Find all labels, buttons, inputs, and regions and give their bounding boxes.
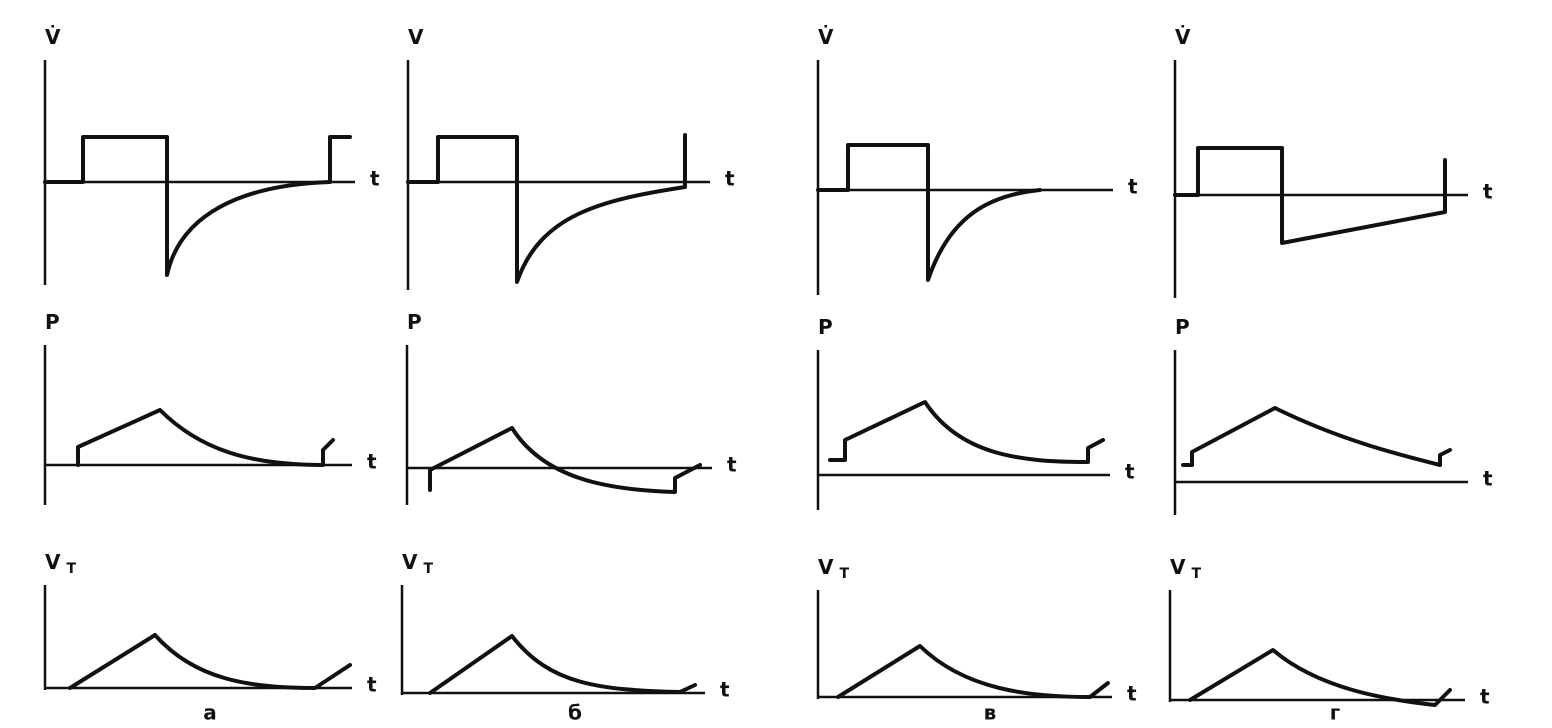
x-label: t	[1483, 467, 1493, 491]
x-label: t	[727, 453, 737, 477]
waveform	[1173, 146, 1447, 245]
y-label-main: V̇	[818, 25, 834, 49]
x-label: t	[367, 450, 377, 474]
x-label: t	[1127, 682, 1137, 706]
y-label-main: V	[408, 25, 424, 49]
waveform	[68, 633, 352, 690]
y-label: V̇	[818, 25, 834, 49]
y-label-main: P	[1175, 315, 1190, 339]
x-label: t	[725, 167, 735, 191]
y-label: V	[408, 25, 424, 49]
y-label-sub: T	[66, 561, 76, 577]
x-label: t	[1483, 180, 1493, 204]
y-label-main: V	[818, 555, 834, 579]
waveform	[428, 426, 702, 494]
y-label: P	[818, 315, 833, 339]
y-label-sub: T	[423, 561, 433, 577]
x-label: t	[720, 678, 730, 702]
waveform	[43, 135, 352, 277]
y-label-sub: T	[1191, 566, 1201, 582]
x-label: t	[1480, 685, 1490, 709]
y-label: P	[407, 310, 422, 334]
waveform	[1188, 648, 1452, 707]
y-label-main: V̇	[1175, 25, 1191, 49]
panel-caption: а	[203, 701, 217, 725]
y-label: V̇	[45, 25, 61, 49]
y-label-main: V	[45, 550, 61, 574]
panel-caption: б	[568, 701, 582, 725]
y-label-main: P	[818, 315, 833, 339]
waveform	[428, 634, 697, 695]
y-label: V̇	[1175, 25, 1191, 49]
y-label-main: V	[1170, 555, 1186, 579]
waveform	[828, 400, 1105, 464]
y-label-sub: T	[839, 566, 849, 582]
waveform	[406, 133, 687, 284]
panel-caption: в	[984, 701, 997, 725]
waveform	[816, 143, 1042, 282]
x-label: t	[370, 167, 380, 191]
x-label: t	[1125, 460, 1135, 484]
y-label: P	[1175, 315, 1190, 339]
y-label: P	[45, 310, 60, 334]
waveform	[76, 408, 335, 467]
y-label-main: P	[45, 310, 60, 334]
x-label: t	[367, 673, 377, 697]
y-label-main: P	[407, 310, 422, 334]
panel-caption: г	[1330, 701, 1340, 725]
y-label-main: V	[402, 550, 418, 574]
waveform	[836, 644, 1110, 699]
y-label-main: V̇	[45, 25, 61, 49]
x-label: t	[1128, 175, 1138, 199]
waveform	[1181, 406, 1452, 467]
